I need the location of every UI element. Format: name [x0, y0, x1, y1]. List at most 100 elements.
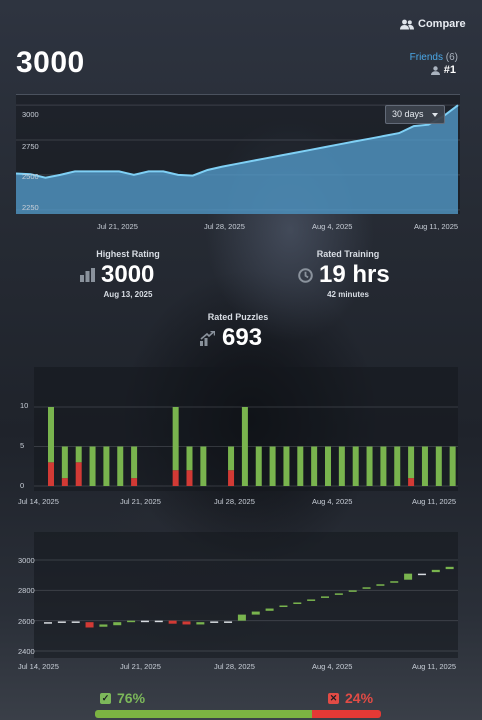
candle — [390, 581, 399, 583]
bar-solved — [325, 446, 331, 486]
success-rate: ✓ 76% — [100, 690, 145, 706]
range-select-value: 30 days — [392, 109, 424, 119]
candle — [44, 622, 52, 624]
rated-puzzles-stat: 693 — [200, 324, 262, 352]
y-tick-label: 2250 — [22, 203, 39, 212]
candle — [99, 624, 108, 627]
candle — [57, 621, 66, 623]
user-icon — [430, 65, 440, 75]
highest-rating-stat: 3000 — [80, 261, 154, 289]
bar-failed — [131, 478, 138, 486]
y-tick-label: 0 — [20, 481, 25, 490]
x-tick-label: Aug 4, 2025 — [312, 497, 353, 506]
bar-solved — [366, 446, 373, 486]
check-icon: ✓ — [100, 692, 111, 704]
candle — [376, 584, 385, 586]
bar-solved — [172, 407, 179, 471]
candle — [127, 620, 136, 623]
highest-rating-date: Aug 13, 2025 — [103, 290, 153, 299]
x-tick-label: Aug 4, 2025 — [312, 222, 353, 231]
rated-puzzles-title: Rated Puzzles — [207, 312, 269, 322]
bar-solved — [297, 446, 304, 486]
rated-puzzles-value: 693 — [222, 324, 263, 351]
candle — [113, 622, 122, 626]
x-tick-label: Aug 11, 2025 — [412, 662, 457, 671]
x-tick-label: Jul 28, 2025 — [214, 497, 255, 506]
bar-failed — [172, 470, 179, 486]
bar-solved — [75, 446, 82, 463]
bar-solved — [394, 446, 401, 486]
bar-failed — [408, 478, 415, 486]
range-select[interactable]: 30 days — [385, 105, 445, 124]
x-tick-label: Jul 21, 2025 — [97, 222, 138, 231]
fail-fill — [312, 710, 381, 718]
candle — [265, 608, 274, 611]
candle — [71, 621, 80, 623]
bar-solved — [435, 446, 442, 486]
x-tick-label: Aug 11, 2025 — [412, 497, 457, 506]
candle — [293, 602, 302, 604]
candle — [210, 621, 219, 623]
rating-area — [16, 105, 458, 214]
candle — [85, 622, 94, 628]
rank-value: #1 — [443, 64, 456, 76]
x-tick-label: Jul 28, 2025 — [204, 222, 245, 231]
bar-solved — [117, 446, 124, 486]
candle — [140, 620, 149, 623]
compare-button[interactable]: Compare — [400, 18, 466, 30]
y-tick-label: 2800 — [18, 586, 35, 595]
candle — [334, 593, 343, 595]
bar-solved — [338, 446, 345, 486]
y-tick-label: 3000 — [22, 110, 39, 119]
candle — [224, 621, 233, 623]
bar-solved — [131, 446, 138, 479]
trending-up-icon — [200, 330, 215, 346]
x-icon: ✕ — [328, 692, 339, 704]
bar-solved — [48, 407, 54, 463]
y-tick-label: 3000 — [18, 556, 35, 565]
bar-solved — [228, 446, 235, 471]
current-rating: 3000 — [16, 46, 85, 79]
clock-icon — [298, 267, 313, 283]
fail-pct: 24% — [345, 690, 374, 706]
y-tick-label: 10 — [20, 401, 29, 410]
success-pct: 76% — [117, 690, 146, 706]
bar-solved — [61, 446, 68, 479]
candle — [154, 620, 163, 623]
bar-solved — [283, 446, 290, 486]
candle — [307, 599, 316, 601]
bar-solved — [449, 446, 456, 486]
chevron-down-icon — [432, 113, 438, 117]
candle — [196, 622, 205, 625]
rating-line — [16, 104, 459, 179]
candle — [348, 590, 357, 592]
candle — [362, 587, 371, 589]
highest-rating-value: 3000 — [101, 261, 155, 288]
friends-rank: #1 — [430, 64, 456, 76]
rated-training-title: Rated Training — [316, 249, 380, 259]
y-tick-label: 5 — [20, 441, 25, 450]
bar-solved — [186, 446, 193, 471]
rated-training-minutes: 42 minutes — [327, 290, 369, 299]
candle — [237, 614, 246, 621]
friends-link[interactable]: Friends (6) — [410, 52, 458, 63]
x-tick-label: Jul 14, 2025 — [18, 497, 59, 506]
bar-solved — [255, 446, 262, 486]
bar-solved — [408, 446, 415, 479]
success-ratio-bar — [95, 710, 381, 718]
daily-puzzles-bars — [34, 406, 458, 487]
bar-solved — [241, 407, 248, 486]
candle — [251, 611, 260, 615]
candle — [168, 620, 177, 624]
bar-solved — [352, 446, 359, 486]
bar-failed — [75, 462, 82, 486]
rated-training-value: 19 hrs — [319, 261, 390, 288]
rating-candles — [34, 559, 458, 652]
candle — [182, 621, 191, 625]
candle — [417, 573, 426, 576]
bar-solved — [103, 446, 110, 486]
bar-solved — [89, 446, 96, 486]
rated-training-stat: 19 hrs — [298, 261, 390, 289]
y-tick-label: 2600 — [18, 617, 35, 626]
x-tick-label: Jul 14, 2025 — [18, 662, 59, 671]
